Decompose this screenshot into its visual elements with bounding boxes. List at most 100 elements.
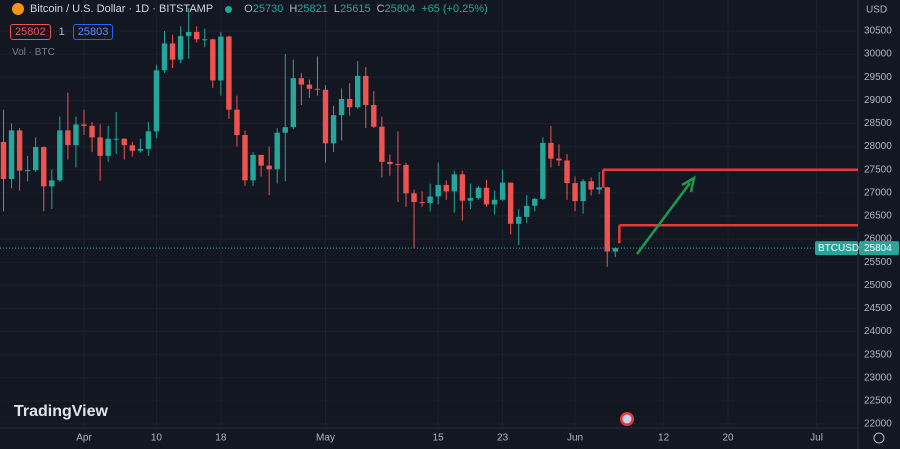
y-tick-label: 26500 [864, 211, 892, 222]
buy-price[interactable]: 25803 [72, 24, 114, 40]
candle-body [234, 109, 240, 136]
candle-body [419, 202, 425, 204]
x-tick-label: 23 [497, 433, 509, 444]
candle-body [266, 165, 272, 170]
last-price-label: 25804 [864, 243, 892, 254]
candle-body [556, 158, 562, 161]
candle-body [105, 138, 111, 156]
candle-body [129, 145, 135, 151]
candle-body [81, 124, 87, 126]
candle-body [516, 216, 522, 224]
bid-ask: 25802 1 25803 [10, 24, 114, 40]
candle-body [161, 43, 168, 71]
candle-body [435, 184, 441, 197]
y-tick-label: 30000 [864, 49, 892, 60]
close-value: 25804 [384, 3, 416, 15]
candle-body [73, 124, 79, 146]
x-tick-label: Jul [810, 433, 823, 444]
candle-body [467, 197, 474, 201]
candle-body [57, 130, 63, 181]
candle-body [588, 181, 594, 190]
candle-body [564, 160, 570, 184]
y-tick-label: 27000 [864, 187, 892, 198]
candle-body [16, 130, 23, 171]
candle-body [532, 198, 538, 206]
settings-icon[interactable] [873, 432, 885, 444]
candle-body [524, 205, 530, 217]
candle-body [355, 75, 361, 108]
y-tick-label: 23000 [864, 372, 892, 383]
legend: Bitcoin / U.S. Dollar · 1D · BITSTAMP O2… [12, 3, 488, 15]
currency: USD [866, 5, 887, 16]
y-tick-label: 24000 [864, 326, 892, 337]
candle-body [0, 141, 7, 179]
arrow [635, 175, 696, 255]
candle-body [218, 36, 224, 81]
candle-body [540, 142, 546, 199]
candle-body [330, 115, 337, 144]
ohlc-label: C [376, 3, 385, 15]
candle-body [250, 154, 256, 181]
symbol-icon [12, 3, 24, 15]
candle-body [41, 147, 47, 187]
event-flag [622, 414, 632, 424]
candle-body [338, 98, 345, 116]
candle-body [548, 142, 554, 159]
candle-body [153, 70, 160, 132]
y-tick-label: 22000 [864, 419, 892, 430]
y-tick-label: 26000 [864, 234, 892, 245]
change: +65 (+0.25%) [421, 3, 488, 15]
candle-body [113, 138, 119, 140]
last-price-box [859, 241, 899, 256]
x-tick-label: Jun [567, 433, 583, 444]
candle-body [137, 148, 144, 151]
candle-body [274, 132, 280, 170]
candle-body [33, 147, 39, 171]
candle-body [411, 193, 417, 203]
candle-body [475, 187, 482, 198]
y-tick-label: 25000 [864, 280, 892, 291]
candle-body [314, 88, 321, 90]
y-tick-label: 28500 [864, 118, 892, 129]
x-tick-label: 12 [658, 433, 670, 444]
grid [0, 0, 858, 428]
candle-body [604, 187, 610, 252]
ohlc-label: H [289, 3, 298, 15]
x-tick-label: May [316, 433, 335, 444]
sell-price[interactable]: 25802 [10, 24, 51, 40]
open-value: 25730 [252, 3, 284, 15]
y-tick-label: 27500 [864, 164, 892, 175]
y-tick-label: 30500 [864, 26, 892, 37]
candle-body [612, 248, 618, 252]
candle-body [507, 182, 514, 224]
candle-body [483, 187, 490, 205]
candle-body [89, 125, 95, 138]
candle-body [596, 187, 602, 190]
symbol-tag: BTCUSD [818, 243, 859, 254]
y-tick-label: 29000 [864, 95, 892, 106]
candle-body [580, 181, 586, 202]
candle-body [169, 43, 176, 60]
candle-body [24, 170, 31, 172]
candle-body [395, 164, 401, 166]
candle-body [379, 126, 385, 162]
candle-body [499, 182, 506, 200]
candle-body [443, 184, 449, 192]
candle-body [346, 98, 353, 108]
candle-body [459, 174, 466, 201]
candle-body [363, 75, 369, 105]
ohlc-label: O [244, 3, 253, 15]
candle-body [49, 180, 55, 187]
status-dot [225, 5, 233, 13]
candle-body [451, 174, 457, 192]
chart-title: Bitcoin / U.S. Dollar · 1D · BITSTAMP [30, 3, 214, 15]
x-tick-label: Apr [76, 433, 92, 444]
volume-label: Vol · BTC [12, 47, 55, 58]
low-value: 25615 [340, 3, 371, 15]
candle-body [202, 39, 208, 41]
symbol-tag-box [815, 241, 858, 256]
candle-body [242, 135, 248, 181]
candle-body [258, 154, 264, 166]
